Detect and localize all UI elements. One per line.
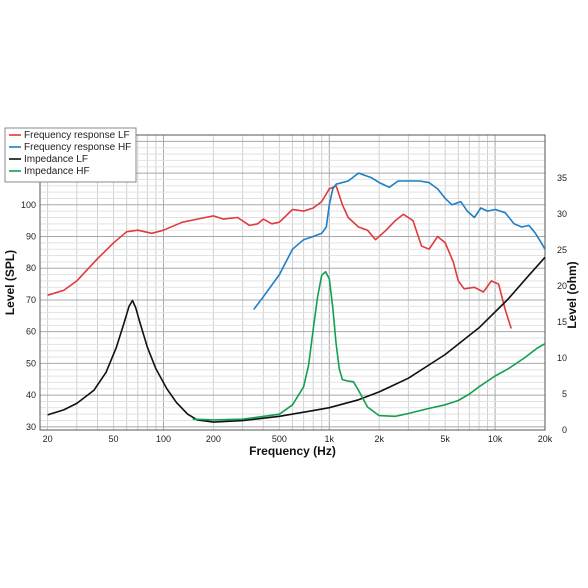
y-right-tick-label: 25 [557, 245, 567, 255]
x-tick-label: 20 [43, 434, 53, 444]
y-left-tick-label: 40 [26, 390, 36, 400]
legend-label: Frequency response HF [24, 142, 131, 153]
series-lines [47, 172, 546, 423]
y-right-tick-label: 30 [557, 209, 567, 219]
legend-label: Frequency response LF [24, 130, 130, 141]
series-line-3 [47, 256, 546, 423]
x-tick-label: 5k [440, 434, 450, 444]
x-tick-label: 200 [206, 434, 221, 444]
y-left-tick-label: 100 [21, 200, 36, 210]
x-tick-label: 10k [488, 434, 503, 444]
grid [40, 135, 546, 430]
tick-labels: 20 50 100 200 500 1k 2k 5k 10k 20k304050607080901… [21, 168, 567, 444]
x-tick-label: 1k [325, 434, 335, 444]
y-right-tick-label: 35 [557, 173, 567, 183]
legend-label: Impedance LF [24, 154, 88, 165]
series-line-1 [47, 185, 512, 329]
legend-box [4, 127, 137, 183]
y-right-tick-label: 5 [562, 389, 567, 399]
y-axis-left-title: Level (SPL) [3, 250, 17, 315]
y-left-tick-label: 60 [26, 327, 36, 337]
x-tick-label: 2k [374, 434, 384, 444]
y-right-tick-label: 20 [557, 281, 567, 291]
y-left-tick-label: 50 [26, 358, 36, 368]
y-left-tick-label: 90 [26, 232, 36, 242]
series-line-4 [192, 270, 546, 421]
x-axis-title: Frequency (Hz) [249, 444, 336, 458]
y-right-tick-label: 0 [562, 425, 567, 435]
x-tick-label: 50 [109, 434, 119, 444]
series-line-2 [253, 172, 546, 310]
plot-frame [39, 134, 546, 431]
y-right-tick-label: 10 [557, 353, 567, 363]
y-right-tick-label: 15 [557, 317, 567, 327]
y-left-tick-label: 30 [26, 422, 36, 432]
y-axis-right-title: Level (ohm) [565, 261, 579, 328]
x-tick-label: 100 [156, 434, 171, 444]
y-left-tick-label: 80 [26, 263, 36, 273]
x-tick-label: 500 [272, 434, 287, 444]
y-left-tick-label: 70 [26, 295, 36, 305]
legend-label: Impedance HF [24, 166, 90, 177]
x-tick-label: 20k [538, 434, 553, 444]
